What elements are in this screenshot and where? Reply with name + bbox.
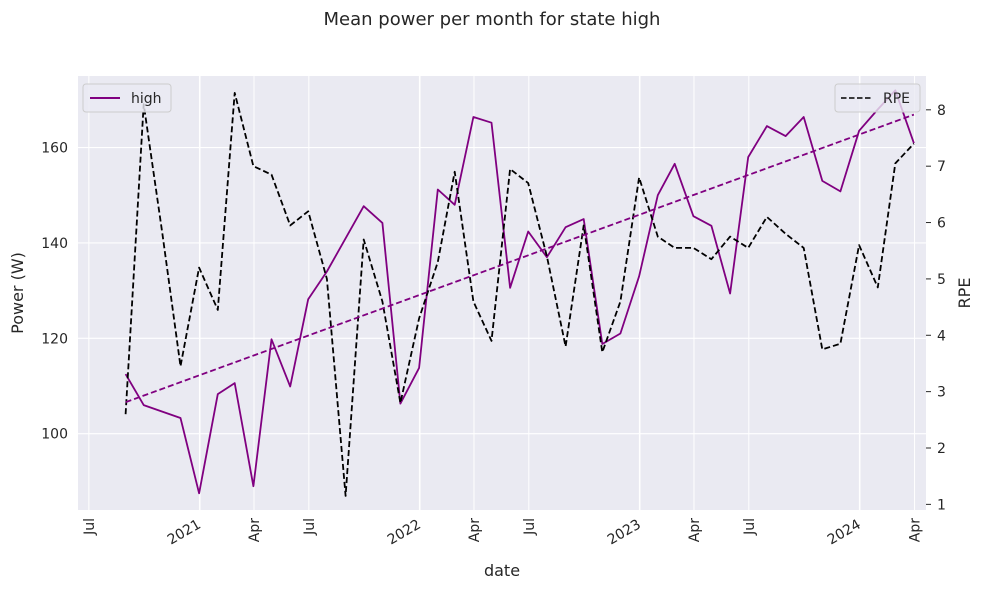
left-y-tick-label: 140 — [41, 236, 68, 252]
legend-label-high: high — [131, 91, 162, 107]
right-y-tick-label: 1 — [937, 497, 946, 513]
legend-left: high — [82, 83, 172, 113]
high-line — [124, 89, 915, 495]
x-axis-title: date — [484, 561, 520, 580]
right-y-tick-label: 7 — [937, 159, 946, 175]
right-y-tick-label: 8 — [937, 103, 946, 119]
right-y-axis-title: RPE — [955, 278, 974, 309]
x-tick-label: Jul — [522, 518, 538, 536]
grid — [78, 76, 926, 510]
left-y-tick-label: 160 — [41, 141, 68, 157]
left-y-tick-label: 120 — [41, 331, 68, 347]
x-tick-label: 2021 — [165, 517, 204, 549]
x-tick-label: Apr — [247, 518, 263, 542]
x-tick-label: Jul — [302, 518, 318, 536]
x-tick-label: Jul — [742, 518, 758, 536]
x-tick-label: 2024 — [825, 517, 864, 549]
trend-line — [125, 113, 915, 404]
right-y-tick-label: 6 — [937, 216, 946, 232]
rpe-line — [124, 92, 915, 497]
right-y-tick-label: 3 — [937, 385, 946, 401]
right-y-tick-label: 4 — [937, 328, 946, 344]
x-tick-label: 2022 — [385, 517, 424, 549]
left-y-axis-title: Power (W) — [8, 252, 27, 334]
legend-right-box — [834, 83, 921, 113]
x-tick-label: Jul — [82, 518, 98, 536]
right-y-tick-label: 5 — [937, 272, 946, 288]
chart-title: Mean power per month for state high — [324, 9, 661, 30]
x-axis-ticks: Jul 2021 Apr Jul 2022 Apr Jul 2023 Apr Jul 2024 Apr — [82, 517, 924, 549]
right-y-tick-label: 2 — [937, 441, 946, 457]
x-tick-label: Apr — [467, 518, 483, 542]
right-y-axis-ticks: 1 2 3 4 5 6 7 8 — [926, 103, 946, 513]
x-tick-label: Apr — [908, 518, 924, 542]
x-tick-label: Apr — [687, 518, 703, 542]
left-y-axis-ticks: 100 120 140 160 — [41, 141, 68, 443]
legend-right: RPE — [834, 83, 921, 113]
series-layer — [124, 89, 915, 497]
left-y-tick-label: 100 — [41, 427, 68, 443]
legend-left-box — [82, 83, 172, 113]
legend-label-rpe: RPE — [883, 91, 910, 107]
plot-area — [78, 76, 926, 510]
x-tick-label: 2023 — [605, 517, 644, 549]
